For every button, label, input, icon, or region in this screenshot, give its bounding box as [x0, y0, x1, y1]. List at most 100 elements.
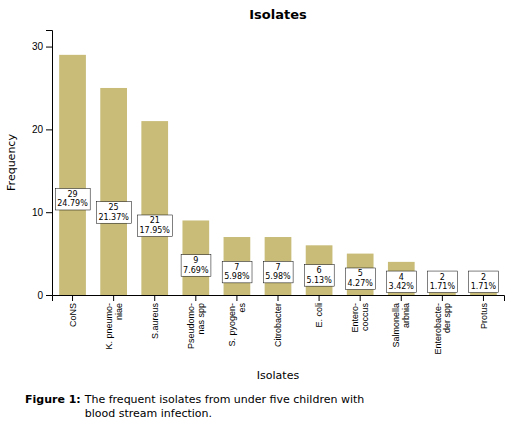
- y-axis: 0 10 20 30: [32, 31, 53, 301]
- data-label-text: 97.69%: [183, 256, 209, 275]
- bar: [141, 121, 168, 295]
- data-label-line: 21: [150, 216, 160, 225]
- data-label-line: 4.27%: [347, 279, 373, 288]
- x-tick-mark: [72, 295, 73, 301]
- x-tick-label: S. pyogen-es: [227, 303, 247, 347]
- bar: [59, 55, 86, 295]
- x-tick-label-line: nas spp: [196, 303, 206, 335]
- data-labels: 2924.79%2521.37%2117.95%97.69%75.98%75.9…: [55, 188, 498, 292]
- x-axis-line: [53, 296, 505, 302]
- caption-line: blood stream infection.: [85, 407, 212, 420]
- x-tick: S.aureus: [150, 295, 160, 339]
- x-tick-label-line: Citrobacter: [273, 303, 283, 347]
- title: Isolates: [249, 7, 307, 22]
- y-tick-label: 20: [32, 124, 44, 135]
- plot: 0 10 20 30 CoNS K. pneumo-niae S.aureus Pseudom…: [32, 31, 505, 355]
- data-label-line: 21.37%: [98, 213, 129, 222]
- data-label-line: 5.13%: [306, 276, 332, 285]
- bar: [100, 88, 127, 295]
- data-label-line: 1.71%: [430, 282, 456, 291]
- y-tick-label: 10: [32, 207, 44, 218]
- x-tick-mark: [319, 295, 320, 301]
- data-label-text: 75.98%: [265, 263, 291, 282]
- data-label-text: 2521.37%: [98, 203, 129, 222]
- y-axis-line: [46, 31, 53, 296]
- chart: 0 10 20 30 CoNS K. pneumo-niae S.aureus Pseudom…: [0, 0, 519, 430]
- x-tick: Salmonellaarbnia: [391, 295, 411, 348]
- x-tick: S. pyogen-es: [227, 295, 247, 347]
- x-tick-label-line: Salmonella: [391, 303, 401, 348]
- x-tick-label-line: S.aureus: [150, 303, 160, 340]
- data-label-box: [304, 265, 334, 287]
- y-tick-mark: [46, 295, 52, 296]
- caption-line: Figure 1:: [25, 393, 81, 406]
- data-label-line: 5: [358, 269, 363, 278]
- x-tick-label-line: coccus: [360, 303, 370, 332]
- data-label-line: 17.95%: [139, 226, 170, 235]
- y-tick: 30: [32, 41, 52, 52]
- data-label-text: 54.27%: [347, 269, 373, 288]
- data-label-line: 3.42%: [389, 282, 415, 291]
- y-tick-label: 30: [32, 41, 44, 52]
- data-label-box: [96, 202, 131, 224]
- x-tick-label-line: der spp: [442, 303, 452, 333]
- x-tick-label: Pseudomo-nas spp: [186, 303, 206, 349]
- data-label-line: 5.98%: [224, 272, 250, 281]
- data-label-box: [181, 255, 211, 276]
- x-tick-label: CoNS: [68, 303, 78, 327]
- data-label-box: [55, 188, 90, 210]
- x-tick-label: Entero-coccus: [350, 303, 370, 333]
- data-label-text: 21.71%: [430, 273, 456, 292]
- data-label-line: 9: [193, 256, 198, 265]
- data-label: 54.27%: [345, 268, 375, 290]
- x-tick-mark: [113, 295, 114, 301]
- data-label-box: [345, 268, 375, 290]
- caption: The frequent isolates from under five ch…: [84, 393, 365, 420]
- data-label-text: 43.42%: [389, 273, 415, 292]
- data-label-line: 7.69%: [183, 266, 209, 275]
- x-tick: E. coli: [314, 295, 324, 328]
- data-label: 2117.95%: [137, 215, 172, 237]
- x-tick-mark: [195, 295, 196, 301]
- x-tick-label: S.aureus: [150, 303, 160, 340]
- data-label-text: 2924.79%: [57, 190, 88, 209]
- data-label: 75.98%: [222, 261, 252, 283]
- x-tick-mark: [483, 295, 484, 301]
- data-label-line: 29: [67, 190, 77, 199]
- data-label: 43.42%: [387, 271, 417, 293]
- x-tick-mark: [401, 295, 402, 301]
- data-label-text: 21.71%: [471, 273, 497, 292]
- data-label-text: 75.98%: [224, 263, 250, 282]
- data-label-line: 6: [317, 266, 322, 275]
- x-tick-label: Salmonellaarbnia: [391, 303, 411, 348]
- caption-line: The frequent isolates from under five ch…: [84, 393, 365, 406]
- data-label-line: 4: [399, 273, 404, 282]
- data-label: 21.71%: [469, 271, 499, 293]
- data-label-line: 24.79%: [57, 199, 88, 208]
- y-axis-title: Frequency: [5, 134, 18, 191]
- data-label-line: 25: [109, 203, 119, 212]
- y-tick-mark: [46, 129, 52, 130]
- x-tick: CoNS: [68, 295, 78, 327]
- data-label-text: 2117.95%: [139, 216, 170, 235]
- y-tick: 10: [32, 207, 52, 218]
- data-label: 75.98%: [263, 261, 293, 283]
- x-tick-mark: [154, 295, 155, 301]
- data-label-line: 7: [275, 263, 280, 272]
- y-tick-mark: [46, 47, 52, 48]
- x-tick-label: Citrobacter: [273, 303, 283, 347]
- data-label-line: 5.98%: [265, 272, 291, 281]
- data-label: 97.69%: [181, 255, 211, 276]
- x-tick-label-line: Enterobacte-: [433, 303, 443, 355]
- data-label-box: [137, 215, 172, 237]
- x-tick-label: Enterobacte-der spp: [433, 303, 453, 355]
- y-tick-label: 0: [37, 290, 43, 301]
- x-tick-mark: [278, 295, 279, 301]
- y-tick: 20: [32, 124, 52, 135]
- x-tick-label-line: Protus: [479, 303, 489, 330]
- data-label-text: 65.13%: [306, 266, 332, 285]
- x-axis-title: Isolates: [257, 369, 300, 382]
- x-tick: K. pneumo-niae: [104, 295, 124, 350]
- x-tick-label-line: S. pyogen-: [227, 303, 237, 347]
- y-tick-mark: [46, 212, 52, 213]
